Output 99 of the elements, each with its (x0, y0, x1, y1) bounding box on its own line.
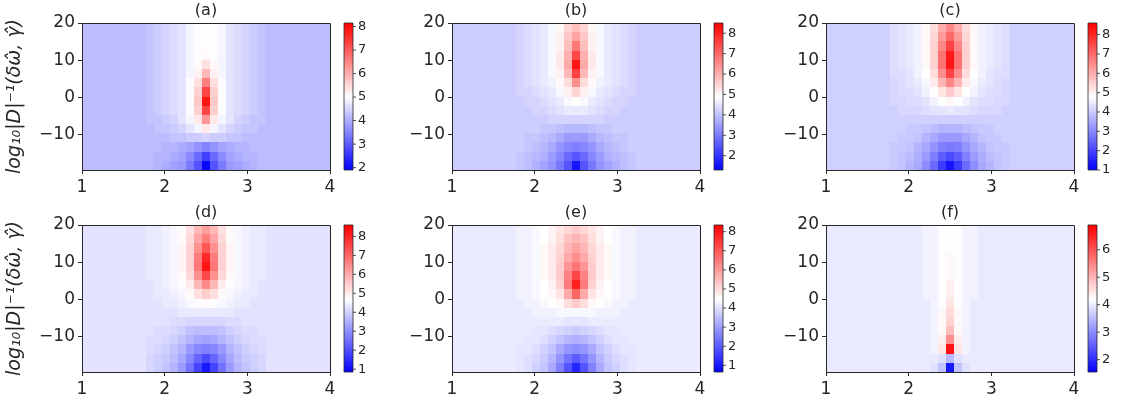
y-tick-label: 10 (423, 48, 445, 69)
x-tick-label: 2 (159, 175, 171, 196)
color-bar-label: 3 (358, 135, 367, 151)
color-bar-label: 4 (728, 299, 737, 315)
color-bar-label: 4 (358, 111, 367, 127)
color-bar-label: 8 (728, 223, 737, 239)
color-bar-label: 6 (1102, 241, 1111, 257)
x-tick-label: 3 (611, 377, 623, 398)
color-bar-label: 7 (358, 41, 367, 57)
chart-title: (b) (564, 0, 588, 20)
x-tick-label: 1 (76, 175, 88, 196)
color-bar-label: 5 (358, 88, 367, 104)
y-tick-label: 0 (64, 287, 75, 308)
color-bar-label: 2 (1102, 351, 1111, 367)
y-tick-label: 0 (64, 85, 75, 106)
color-bar-label: 7 (728, 45, 737, 60)
color-bar-label: 2 (1102, 142, 1111, 158)
color-bar-label: 5 (728, 85, 737, 101)
chart-title: (f) (940, 202, 960, 222)
color-bar-label: 6 (728, 65, 737, 81)
color-bar-label: 2 (728, 337, 737, 353)
color-bar-label: 7 (1102, 45, 1111, 61)
y-tick-label: 20 (797, 11, 819, 32)
color-bar-label: 5 (1102, 268, 1111, 284)
x-tick-label: 3 (985, 175, 997, 196)
y-tick-label: 10 (53, 250, 75, 271)
color-bar-label: 8 (358, 17, 367, 33)
y-tick-label: −10 (39, 325, 75, 346)
x-tick-label: 1 (820, 377, 832, 398)
color-bar-label: 3 (728, 318, 737, 334)
color-bar-label: 2 (358, 341, 367, 357)
x-tick-label: 2 (159, 377, 171, 398)
color-bar-label: 5 (728, 280, 737, 296)
x-tick-label: 3 (611, 175, 623, 196)
y-tick-label: 20 (53, 213, 75, 234)
color-bar-label: 6 (358, 265, 367, 281)
x-tick-label: 1 (446, 175, 458, 196)
y-tick-label: −10 (39, 123, 75, 144)
chart-title: (e) (564, 202, 588, 222)
x-tick-label: 1 (820, 175, 832, 196)
color-bar-label: 4 (728, 106, 737, 122)
y-axis-title: log₁₀|D|⁻¹(δω̂, γ̂) (2, 221, 26, 376)
y-tick-label: 10 (53, 48, 75, 69)
x-tick-label: 3 (985, 377, 997, 398)
chart-title: (a) (194, 0, 218, 20)
color-bar-label: 8 (358, 227, 367, 243)
color-bar-label: 4 (1102, 103, 1111, 119)
x-tick-label: 2 (903, 377, 915, 398)
color-bar-label: 5 (1102, 84, 1111, 100)
color-bar-label: 3 (358, 322, 367, 338)
y-tick-label: 20 (53, 11, 75, 32)
y-tick-label: −10 (409, 325, 445, 346)
y-tick-label: 20 (423, 213, 445, 234)
x-tick-label: 4 (694, 377, 706, 398)
color-bar-label: 2 (728, 147, 737, 163)
y-tick-label: 20 (423, 11, 445, 32)
y-axis-title: log₁₀|D|⁻¹(δω̂, γ̂) (2, 19, 26, 174)
color-bar-label: 3 (728, 126, 737, 142)
x-tick-label: 4 (694, 175, 706, 196)
color-bar-label: 6 (1102, 64, 1111, 80)
color-bar-label: 7 (358, 246, 367, 262)
x-tick-label: 2 (903, 175, 915, 196)
x-tick-label: 3 (241, 377, 253, 398)
color-bar-label: 5 (358, 284, 367, 300)
y-tick-label: 0 (434, 287, 445, 308)
x-tick-label: 4 (324, 377, 336, 398)
y-tick-label: 10 (423, 250, 445, 271)
chart-title: (d) (194, 202, 218, 222)
y-tick-label: −10 (783, 123, 819, 144)
x-tick-label: 1 (446, 377, 458, 398)
color-bar-label: 3 (1102, 323, 1111, 339)
y-tick-label: −10 (409, 123, 445, 144)
y-tick-label: 20 (797, 213, 819, 234)
y-tick-label: 10 (797, 250, 819, 271)
x-tick-label: 4 (324, 175, 336, 196)
color-bar-label: 6 (728, 261, 737, 277)
x-tick-label: 4 (1068, 377, 1080, 398)
y-tick-label: 0 (808, 287, 819, 308)
color-bar-label: 2 (358, 159, 367, 175)
color-bar-label: 4 (358, 303, 367, 319)
x-tick-label: 4 (1068, 175, 1080, 196)
color-bar-label: 1 (1102, 161, 1111, 177)
x-tick-label: 2 (529, 175, 541, 196)
color-bar-label: 3 (1102, 122, 1111, 138)
color-bar-label: 4 (1102, 296, 1111, 312)
color-bar-label: 8 (728, 24, 737, 40)
chart-title: (c) (939, 0, 961, 20)
x-tick-label: 3 (241, 175, 253, 196)
color-bar-label: 8 (1102, 25, 1111, 41)
x-tick-label: 2 (529, 377, 541, 398)
x-tick-label: 1 (76, 377, 88, 398)
y-tick-label: −10 (783, 325, 819, 346)
y-tick-label: 0 (808, 85, 819, 106)
color-bar-label: 6 (358, 64, 367, 80)
y-tick-label: 10 (797, 48, 819, 69)
y-tick-label: 0 (434, 85, 445, 106)
color-bar-label: 7 (728, 242, 737, 258)
color-bar-label: 1 (728, 356, 737, 372)
color-bar-label: 1 (358, 360, 367, 376)
